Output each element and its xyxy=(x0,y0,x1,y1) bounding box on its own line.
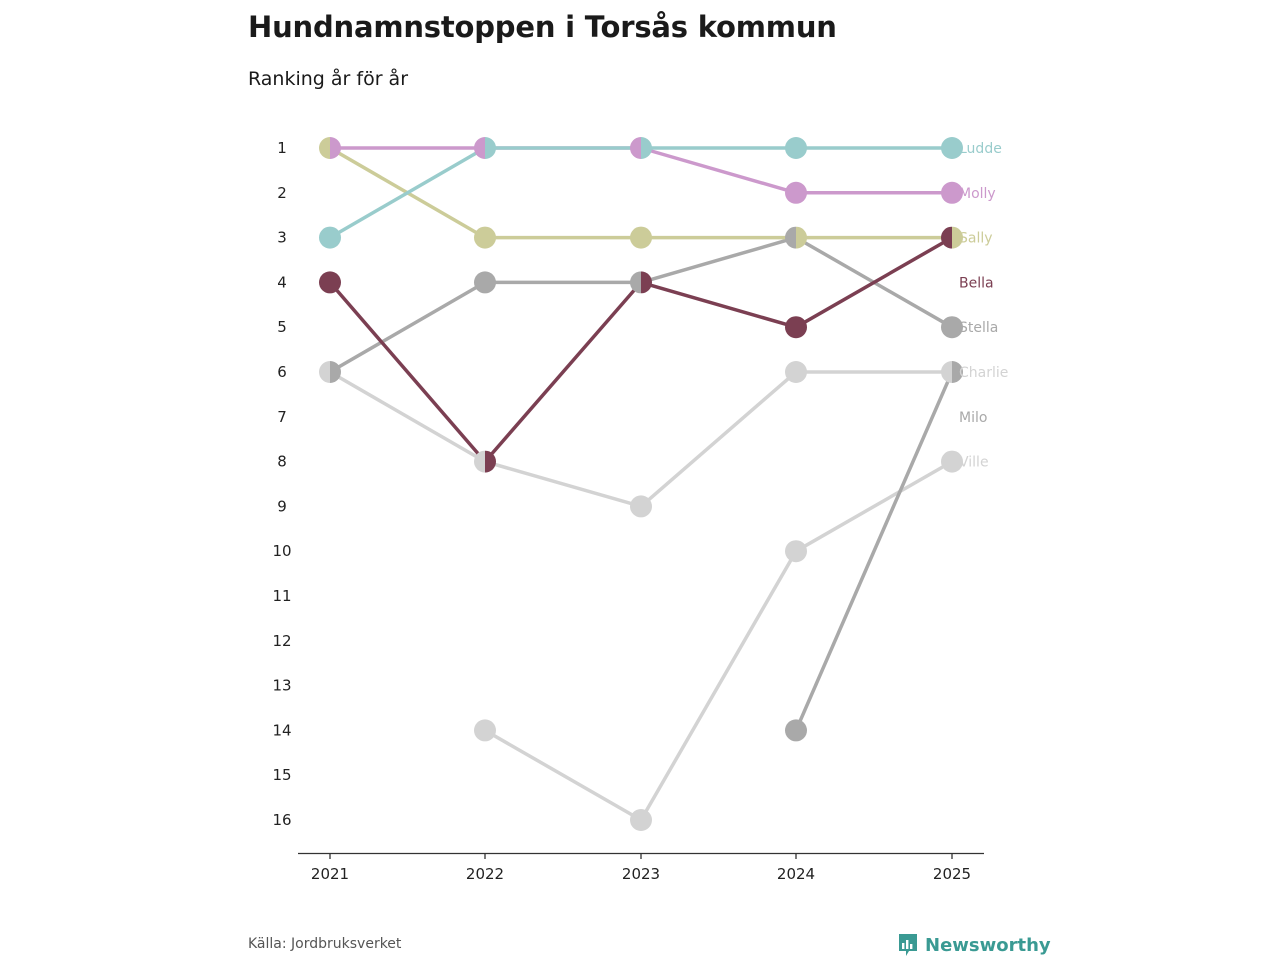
point-charlie xyxy=(941,361,952,383)
brand-name: Newsworthy xyxy=(925,934,1051,956)
point-sally xyxy=(474,226,496,249)
point-molly xyxy=(941,181,963,204)
y-tick-label: 5 xyxy=(277,318,287,336)
point-charlie xyxy=(319,361,330,383)
series-label-bella: Bella xyxy=(959,275,994,291)
y-tick-label: 14 xyxy=(272,721,291,739)
point-sally xyxy=(630,226,652,249)
y-tick-label: 9 xyxy=(277,497,287,515)
y-tick-label: 16 xyxy=(272,811,291,829)
series-label-charlie: Charlie xyxy=(959,365,1008,381)
point-molly xyxy=(785,181,807,204)
series-line-ville xyxy=(484,460,953,822)
point-stella xyxy=(330,361,341,383)
point-sally xyxy=(319,137,330,159)
point-ludde xyxy=(941,137,963,159)
series-line-milo xyxy=(794,371,954,732)
y-tick-label: 11 xyxy=(272,587,291,605)
series-label-ludde: Ludde xyxy=(959,141,1002,157)
y-tick-label: 13 xyxy=(272,677,291,695)
point-ville xyxy=(785,540,807,563)
point-ludde xyxy=(319,226,341,249)
y-tick-label: 4 xyxy=(277,273,287,291)
point-ludde xyxy=(641,137,652,159)
y-tick-label: 3 xyxy=(277,229,287,247)
y-tick-label: 1 xyxy=(277,139,287,157)
x-tick-label: 2023 xyxy=(622,865,660,883)
x-tick-label: 2022 xyxy=(466,865,504,883)
y-tick-label: 7 xyxy=(277,408,287,426)
point-bella xyxy=(941,226,952,249)
source-note: Källa: Jordbruksverket xyxy=(248,936,402,952)
point-stella xyxy=(474,271,496,294)
chart-title: Hundnamnstoppen i Torsås kommun xyxy=(248,10,837,44)
series-label-milo: Milo xyxy=(959,410,987,426)
y-tick-label: 8 xyxy=(277,453,287,471)
point-molly xyxy=(330,137,341,159)
series-label-molly: Molly xyxy=(959,186,996,202)
point-charlie xyxy=(474,450,485,473)
point-stella xyxy=(941,316,963,339)
point-milo xyxy=(785,719,807,742)
point-bella xyxy=(485,450,496,473)
series-line-bella xyxy=(328,236,953,464)
newsworthy-icon xyxy=(899,934,917,956)
y-tick-label: 6 xyxy=(277,363,287,381)
series-label-stella: Stella xyxy=(959,320,998,336)
point-ludde xyxy=(485,137,496,159)
x-tick-label: 2024 xyxy=(777,865,815,883)
y-tick-label: 10 xyxy=(272,542,291,560)
point-ville xyxy=(941,450,963,473)
point-bella xyxy=(785,316,807,339)
point-stella xyxy=(785,226,796,249)
y-tick-label: 15 xyxy=(272,766,291,784)
y-tick-label: 2 xyxy=(277,184,287,202)
x-tick-label: 2025 xyxy=(933,865,971,883)
y-tick-label: 12 xyxy=(272,632,291,650)
x-tick-label: 2021 xyxy=(311,865,349,883)
point-bella xyxy=(641,271,652,294)
point-ville xyxy=(474,719,496,742)
point-ludde xyxy=(785,137,807,159)
point-sally xyxy=(952,226,963,249)
series-label-sally: Sally xyxy=(959,231,993,247)
point-molly xyxy=(630,137,641,159)
point-bella xyxy=(319,271,341,294)
point-stella xyxy=(630,271,641,294)
chart-subtitle: Ranking år för år xyxy=(248,68,409,90)
point-sally xyxy=(796,226,807,249)
point-charlie xyxy=(785,361,807,383)
point-milo xyxy=(952,361,963,383)
point-molly xyxy=(474,137,485,159)
point-charlie xyxy=(630,495,652,518)
series-label-ville: Ville xyxy=(959,455,989,471)
series-line-stella xyxy=(329,235,953,374)
brand-logo: Newsworthy xyxy=(897,932,1051,958)
point-ville xyxy=(630,809,652,831)
